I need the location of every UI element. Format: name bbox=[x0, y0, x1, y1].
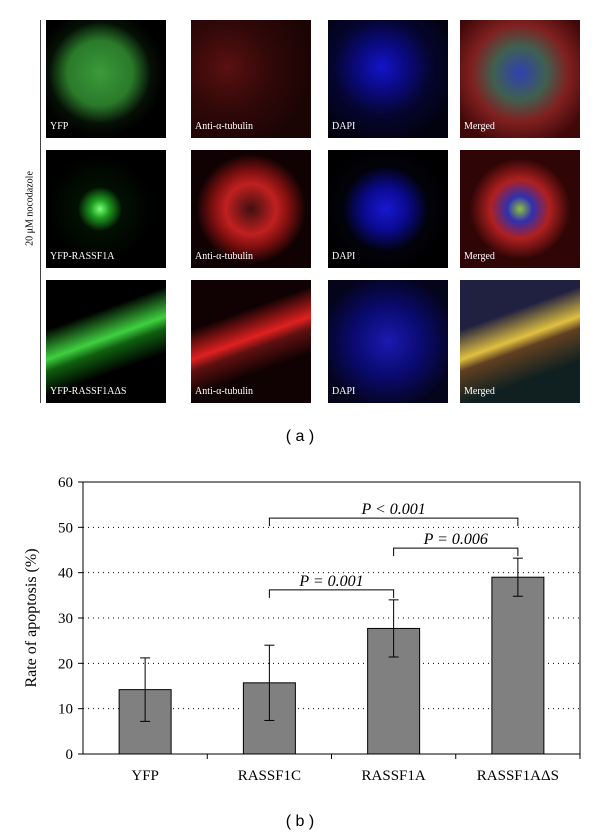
annotation: P = 0.006 bbox=[423, 531, 488, 548]
y-tick-label: 40 bbox=[58, 566, 73, 582]
x-tick-label: RASSF1C bbox=[238, 768, 301, 784]
image-label: DAPI bbox=[332, 251, 356, 262]
micrograph: DAPI bbox=[328, 280, 448, 403]
x-tick-label: RASSF1AΔS bbox=[477, 768, 559, 784]
annotation: P = 0.001 bbox=[298, 573, 363, 590]
significance-bracket bbox=[393, 547, 519, 557]
image-label: YFP-RASSF1AΔS bbox=[50, 386, 127, 397]
micrograph: YFP bbox=[46, 20, 166, 138]
significance-bracket bbox=[268, 589, 395, 598]
image-label: Anti-α-tubulin bbox=[195, 251, 254, 262]
micrograph: Merged bbox=[460, 20, 580, 138]
y-tick-label: 60 bbox=[58, 475, 73, 491]
caption: ( b ) bbox=[285, 813, 315, 830]
micrograph: Anti-α-tubulin bbox=[191, 20, 311, 138]
micrograph: DAPI bbox=[328, 20, 448, 138]
image-label: YFP bbox=[50, 121, 69, 132]
divider bbox=[40, 20, 41, 403]
image-label: Merged bbox=[464, 251, 495, 262]
significance-bracket bbox=[268, 517, 519, 527]
bar bbox=[491, 576, 545, 755]
micrograph: Merged bbox=[460, 150, 580, 268]
y-tick-label: 30 bbox=[58, 611, 73, 627]
image-label: DAPI bbox=[332, 121, 356, 132]
image-label: Anti-α-tubulin bbox=[195, 121, 254, 132]
y-tick-label: 0 bbox=[66, 747, 74, 763]
y-tick-label: 10 bbox=[58, 702, 73, 718]
micrograph: Anti-α-tubulin bbox=[191, 280, 311, 403]
x-tick-label: YFP bbox=[131, 768, 159, 784]
image-label: Merged bbox=[464, 121, 495, 132]
micrograph: Merged bbox=[460, 280, 580, 403]
x-tick-label: RASSF1A bbox=[362, 768, 426, 784]
annotation: P < 0.001 bbox=[360, 501, 425, 518]
image-label: DAPI bbox=[332, 386, 356, 397]
micrograph: YFP-RASSF1A bbox=[46, 150, 166, 268]
caption: ( a ) bbox=[285, 428, 315, 445]
y-tick-label: 20 bbox=[58, 656, 73, 672]
image-label: YFP-RASSF1A bbox=[50, 251, 115, 262]
y-axis-title: Rate of apoptosis (%) bbox=[23, 548, 40, 687]
micrograph: DAPI bbox=[328, 150, 448, 268]
y-tick-label: 50 bbox=[58, 520, 73, 536]
image-label: Merged bbox=[464, 386, 495, 397]
micrograph: YFP-RASSF1AΔS bbox=[46, 280, 166, 403]
chart: Rate of apoptosis (%) 0 10 20 30 40 50 60 YFP RA… bbox=[23, 475, 581, 784]
image-label: Anti-α-tubulin bbox=[195, 386, 254, 397]
micrograph: Anti-α-tubulin bbox=[191, 150, 311, 268]
